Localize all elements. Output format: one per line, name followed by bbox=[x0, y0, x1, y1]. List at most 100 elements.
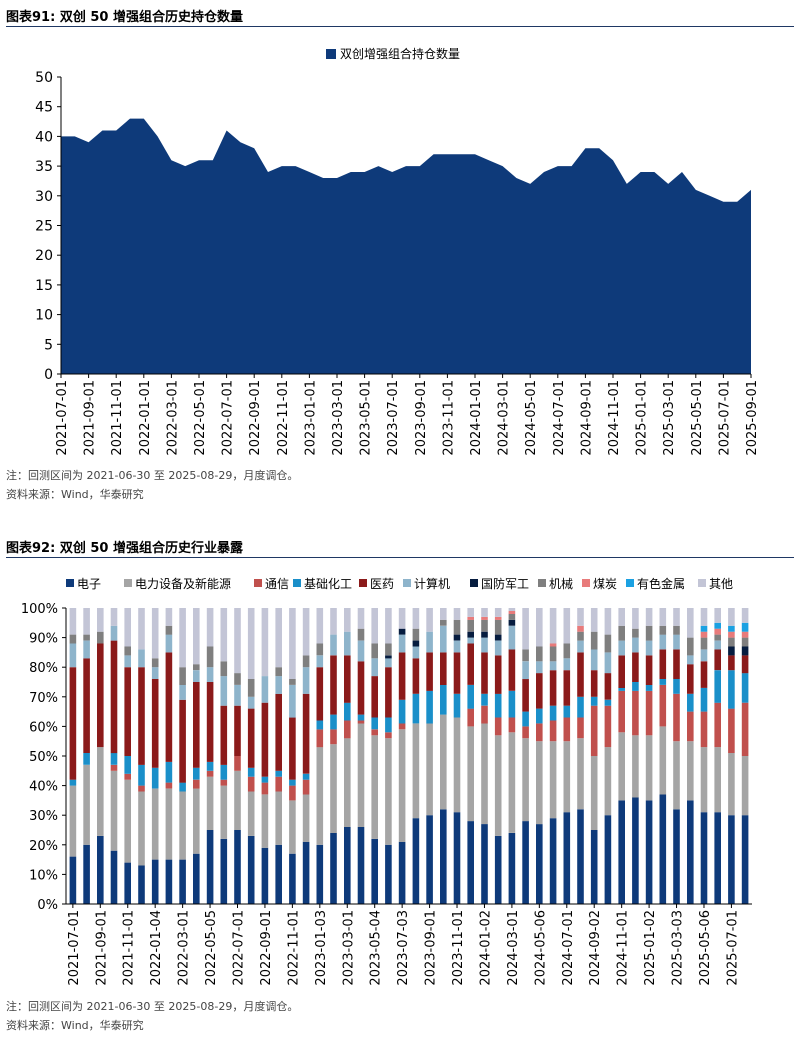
bar-segment bbox=[179, 791, 186, 860]
legend-label: 机械 bbox=[549, 576, 573, 591]
bar-segment bbox=[728, 815, 735, 904]
bar-segment bbox=[632, 608, 639, 629]
bar-segment bbox=[151, 667, 159, 679]
x-tick-label: 2022-09-01 bbox=[259, 910, 274, 986]
bar-segment bbox=[604, 608, 612, 635]
bar-segment bbox=[179, 685, 186, 700]
bar-segment bbox=[618, 655, 625, 688]
y-tick-label: 40% bbox=[29, 780, 58, 795]
bar-segment bbox=[645, 655, 653, 685]
bar-segment bbox=[220, 838, 228, 904]
bar-segment bbox=[289, 779, 296, 786]
x-tick-label: 2024-07-01 bbox=[552, 380, 567, 456]
bar-segment bbox=[206, 776, 214, 830]
bar-segment bbox=[179, 782, 186, 792]
x-tick-label: 2022-03-01 bbox=[177, 910, 192, 986]
bar-segment bbox=[659, 726, 667, 795]
legend-label: 计算机 bbox=[414, 576, 450, 591]
bar-segment bbox=[124, 862, 131, 904]
bar-segment bbox=[385, 732, 392, 739]
legend-swatch bbox=[124, 579, 132, 587]
y-tick-label: 20 bbox=[35, 248, 53, 264]
bar-segment bbox=[275, 693, 282, 771]
legend-swatch bbox=[626, 579, 634, 587]
bar-segment bbox=[673, 741, 680, 810]
bar-segment bbox=[289, 608, 296, 679]
bar-segment bbox=[522, 661, 529, 680]
bar-segment bbox=[577, 631, 584, 641]
bar-segment bbox=[522, 649, 529, 662]
bar-segment bbox=[494, 640, 502, 656]
bar-segment bbox=[357, 827, 365, 904]
stacked-bar-industry-exposure: 电子 电力设备及新能源 通信 基础化工 医药 计算机 国防军工 机械 煤炭 有色金属 其他 0% 10%… bbox=[21, 576, 752, 986]
bar-segment bbox=[673, 693, 680, 742]
bar-segment bbox=[467, 631, 474, 638]
bar-segment bbox=[590, 756, 598, 830]
bar-segment bbox=[508, 690, 516, 718]
bar-segment bbox=[124, 608, 131, 647]
bar-segment bbox=[549, 646, 557, 662]
legend-label: 国防军工 bbox=[481, 576, 529, 591]
bar-segment bbox=[549, 741, 557, 819]
bar-segment bbox=[673, 679, 680, 694]
bar-segment bbox=[275, 791, 282, 845]
figure-91-note: 注：回测区间为 2021-06-30 至 2025-08-29，月度调仓。 bbox=[6, 469, 299, 482]
bar-segment bbox=[481, 705, 488, 724]
y-tick-label: 40 bbox=[35, 129, 53, 145]
figure-91-title: 图表91: 双创 50 增强组合历史持仓数量 bbox=[6, 10, 243, 25]
bar-segment bbox=[700, 625, 708, 632]
bar-segment bbox=[344, 631, 351, 656]
bar-segment bbox=[728, 608, 735, 626]
bar-segment bbox=[618, 690, 625, 733]
figure-92-title: 图表92: 双创 50 增强组合历史行业暴露 bbox=[6, 541, 243, 556]
bar-segment bbox=[549, 643, 557, 647]
bar-segment bbox=[741, 631, 749, 638]
x-tick-label: 2023-05-01 bbox=[359, 380, 374, 456]
bar-segment bbox=[206, 667, 214, 682]
legend-swatch bbox=[698, 579, 706, 587]
bar-segment bbox=[357, 661, 365, 715]
bar-segment bbox=[590, 649, 598, 671]
x-tick-label: 2024-11-01 bbox=[607, 380, 622, 456]
bar-segment bbox=[632, 637, 639, 653]
bar-segment bbox=[83, 658, 90, 753]
bar-segment bbox=[618, 687, 625, 691]
bar-segment bbox=[673, 608, 680, 626]
bar-segment bbox=[330, 744, 337, 833]
bar-segment bbox=[618, 640, 625, 656]
bar-segment bbox=[97, 747, 104, 836]
bar-segment bbox=[330, 833, 337, 904]
bar-segment bbox=[385, 608, 392, 644]
bar-segment bbox=[508, 625, 516, 650]
bar-segment bbox=[275, 776, 282, 792]
bar-segment bbox=[563, 741, 571, 813]
bar-segment bbox=[563, 643, 571, 659]
bar-segment bbox=[344, 738, 351, 827]
bar-segment bbox=[453, 608, 461, 620]
bar-segment bbox=[398, 608, 406, 629]
bar-segment bbox=[632, 797, 639, 904]
bar-segment bbox=[289, 785, 296, 801]
bar-segment bbox=[83, 844, 90, 904]
bar-segment bbox=[632, 690, 639, 736]
bar-segment bbox=[398, 634, 406, 653]
bar-segment bbox=[522, 821, 529, 904]
bar-segment bbox=[151, 608, 159, 659]
bar-segment bbox=[165, 625, 173, 635]
bar-segment bbox=[604, 705, 612, 748]
figure-91-rule bbox=[6, 26, 794, 27]
bar-segment bbox=[714, 622, 721, 629]
bar-segment bbox=[508, 833, 516, 904]
bar-segment bbox=[261, 782, 269, 795]
bar-segment bbox=[69, 608, 77, 635]
bar-segment bbox=[714, 608, 721, 623]
legend-label: 通信 bbox=[265, 577, 289, 591]
x-tick-label: 2025-07-01 bbox=[717, 380, 732, 456]
bar-segment bbox=[316, 844, 324, 904]
bar-segment bbox=[522, 679, 529, 712]
y-tick-label: 10 bbox=[35, 308, 53, 324]
bar-segment bbox=[577, 640, 584, 653]
bar-segment bbox=[344, 655, 351, 703]
bar-segment bbox=[261, 702, 269, 777]
bar-segment bbox=[494, 835, 502, 904]
